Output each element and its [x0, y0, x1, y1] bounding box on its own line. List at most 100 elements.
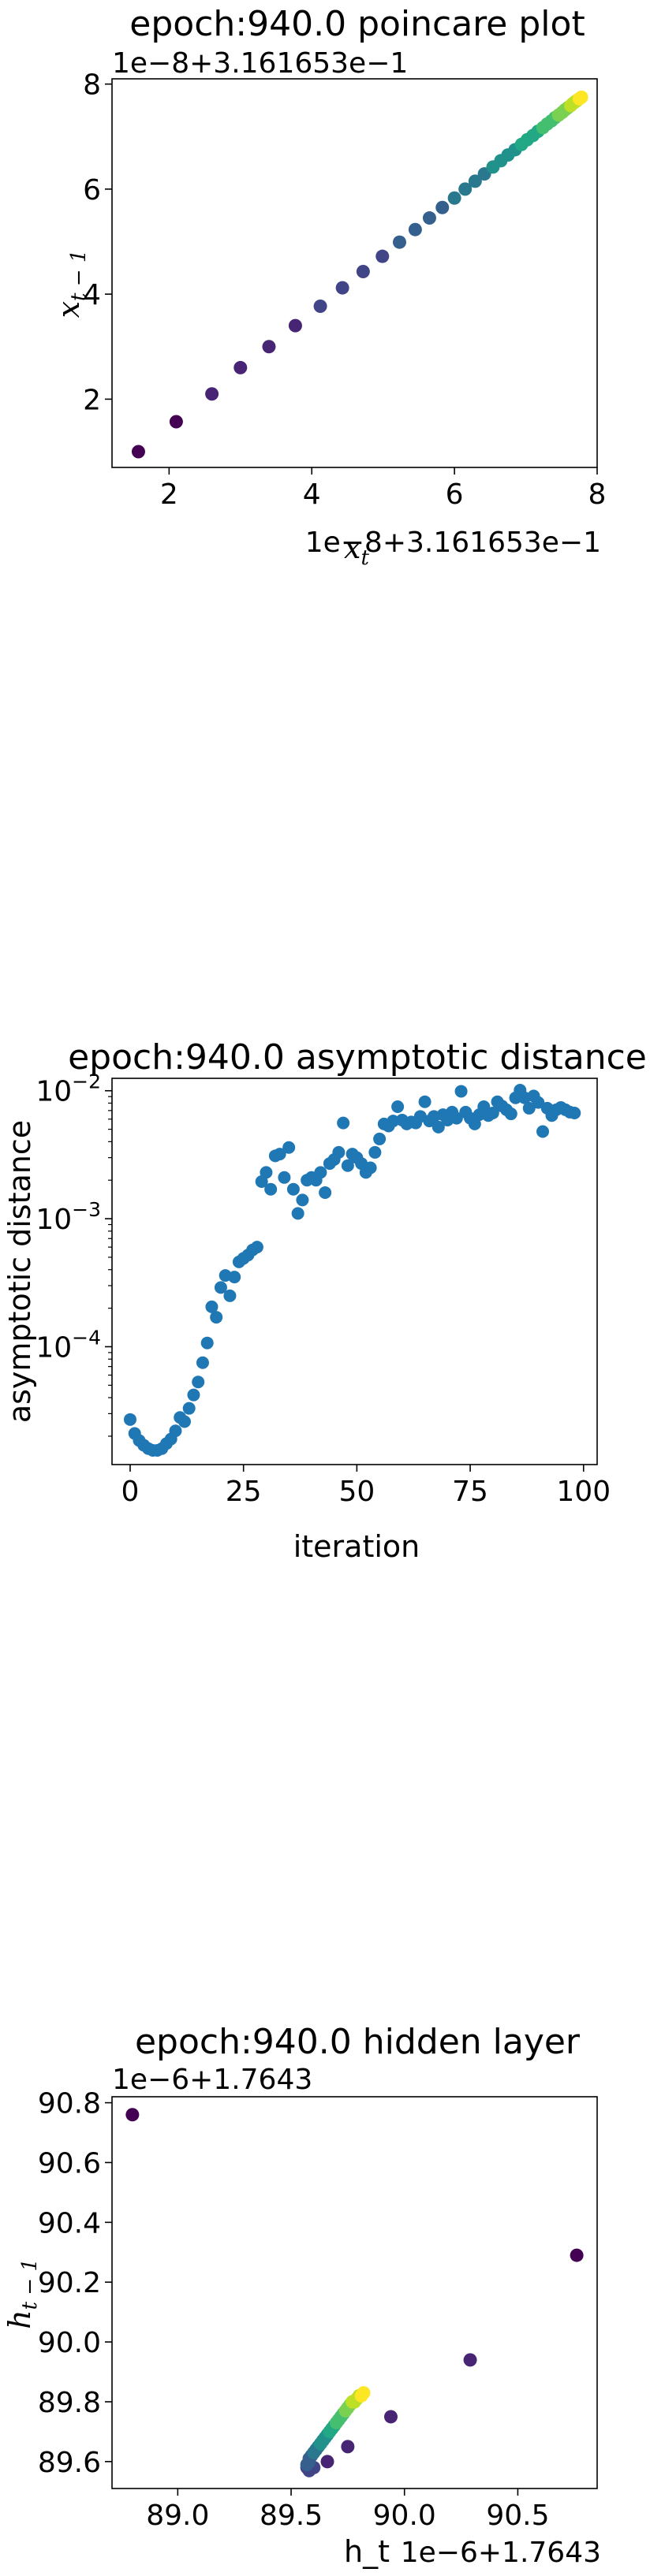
x-tick-label: 89.5	[260, 2500, 323, 2532]
y-tick-label: 10−2	[35, 1070, 101, 1108]
y-tick-label: 6	[83, 174, 101, 207]
scatter-point	[282, 1141, 296, 1154]
scatter-point	[264, 1182, 278, 1196]
scatter-point	[223, 1289, 237, 1302]
chart-title: epoch:940.0 asymptotic distance	[68, 1037, 647, 1078]
scatter-point	[278, 1171, 291, 1184]
y-offset-label: 1e−6+1.7643	[112, 2064, 312, 2096]
scatter-point	[262, 340, 276, 354]
scatter-point	[463, 2353, 477, 2367]
scatter-point	[532, 1096, 545, 1109]
x-offset-label: 1e−8+3.161653e−1	[305, 527, 601, 559]
y-tick-label: 90.8	[38, 2088, 101, 2120]
y-axis-label: ht − 1	[2, 2258, 42, 2329]
scatter-point	[200, 1336, 214, 1349]
scatter-point	[468, 174, 482, 188]
data-points	[123, 1084, 581, 1457]
data-points	[125, 2108, 584, 2477]
y-tick-label: 10−3	[35, 1198, 101, 1236]
y-axis: 89.6 89.8 90.0 90.2 90.4 90.6 90.8	[38, 2088, 112, 2479]
x-offset-label: 1e−6+1.7643	[401, 2537, 601, 2569]
x-axis-label: h_t	[344, 2534, 390, 2569]
x-tick-label: 75	[452, 1476, 488, 1508]
x-axis: 89.0 89.5 90.0 90.5	[146, 2489, 549, 2532]
x-tick-label: 8	[588, 478, 607, 511]
scatter-point	[570, 2248, 584, 2262]
scatter-point	[356, 265, 370, 279]
x-tick-label: 6	[446, 478, 464, 511]
scatter-point	[408, 222, 422, 236]
scatter-point	[131, 445, 145, 459]
scatter-point	[458, 182, 473, 196]
scatter-point	[392, 235, 406, 249]
chart-title: epoch:940.0 poincare plot	[129, 4, 585, 44]
y-tick-label: 90.4	[38, 2207, 101, 2239]
scatter-point	[169, 415, 183, 429]
scatter-point	[422, 211, 436, 225]
x-tick-label: 0	[121, 1476, 140, 1508]
y-tick-label: 89.6	[38, 2447, 101, 2479]
x-tick-label: 90.0	[373, 2500, 436, 2532]
scatter-point	[260, 1166, 273, 1179]
scatter-point	[214, 1281, 227, 1294]
scatter-point	[205, 387, 219, 401]
scatter-point	[337, 1116, 350, 1130]
scatter-point	[375, 249, 390, 263]
scatter-point	[486, 1106, 499, 1119]
scatter-point	[196, 1356, 209, 1369]
scatter-point	[373, 1132, 387, 1145]
plot-frame	[111, 78, 598, 468]
plot-frame	[111, 1078, 598, 1465]
scatter-point	[291, 1207, 304, 1220]
y-axis: 2 4 6 8	[83, 69, 112, 416]
y-offset-label: 1e−8+3.161653e−1	[112, 47, 408, 80]
x-axis: 2 4 6 8	[160, 467, 607, 511]
y-axis-label: xt − 1	[51, 250, 91, 318]
plot-frame	[111, 2096, 598, 2489]
y-tick-label: 90.2	[38, 2267, 101, 2299]
scatter-point	[568, 1106, 581, 1119]
scatter-point	[228, 1271, 241, 1284]
y-tick-label: 89.8	[38, 2387, 101, 2419]
x-tick-label: 90.5	[486, 2500, 549, 2532]
scatter-point	[319, 1186, 332, 1199]
scatter-point	[450, 1111, 463, 1125]
scatter-point	[391, 1100, 405, 1114]
y-tick-label: 90.6	[38, 2147, 101, 2180]
scatter-point	[210, 1311, 223, 1324]
scatter-point	[357, 2386, 371, 2400]
scatter-point	[454, 1085, 468, 1098]
x-tick-label: 4	[303, 478, 321, 511]
chart-title: epoch:940.0 hidden layer	[135, 2022, 581, 2062]
scatter-point	[332, 1145, 346, 1159]
y-tick-label: 90.0	[38, 2327, 101, 2359]
scatter-point	[169, 1424, 182, 1438]
x-tick-label: 100	[556, 1476, 611, 1508]
scatter-point	[574, 90, 588, 104]
scatter-point	[447, 191, 461, 205]
scatter-point	[320, 2455, 334, 2469]
scatter-point	[431, 1120, 445, 1134]
y-tick-label: 8	[83, 69, 101, 102]
y-tick-label: 4	[83, 279, 101, 311]
scatter-point	[368, 1145, 382, 1159]
poincare-plot: epoch:940.0 poincare plot 1e−8+3.161653e…	[51, 4, 606, 570]
asymptotic-distance-plot: epoch:940.0 asymptotic distance 10−4 10−3…	[2, 1037, 647, 1564]
scatter-point	[435, 200, 450, 214]
scatter-point	[192, 1375, 205, 1389]
scatter-point	[123, 1413, 136, 1426]
y-tick-label: 10−4	[35, 1326, 101, 1364]
scatter-point	[313, 299, 327, 313]
scatter-point	[536, 1125, 550, 1138]
y-axis: 10−4 10−3 10−2	[35, 1070, 112, 1437]
scatter-point	[296, 1193, 309, 1207]
scatter-point	[341, 2440, 355, 2454]
x-axis-label: iteration	[293, 1529, 420, 1564]
scatter-point	[314, 1166, 327, 1179]
scatter-point	[504, 1107, 517, 1121]
x-axis: 0 25 50 75 100	[121, 1465, 611, 1508]
scatter-point	[364, 1161, 377, 1174]
hidden-layer-plot: epoch:940.0 hidden layer 1e−6+1.7643 89.…	[2, 2022, 601, 2569]
scatter-point	[177, 1415, 191, 1428]
scatter-point	[522, 1101, 536, 1115]
